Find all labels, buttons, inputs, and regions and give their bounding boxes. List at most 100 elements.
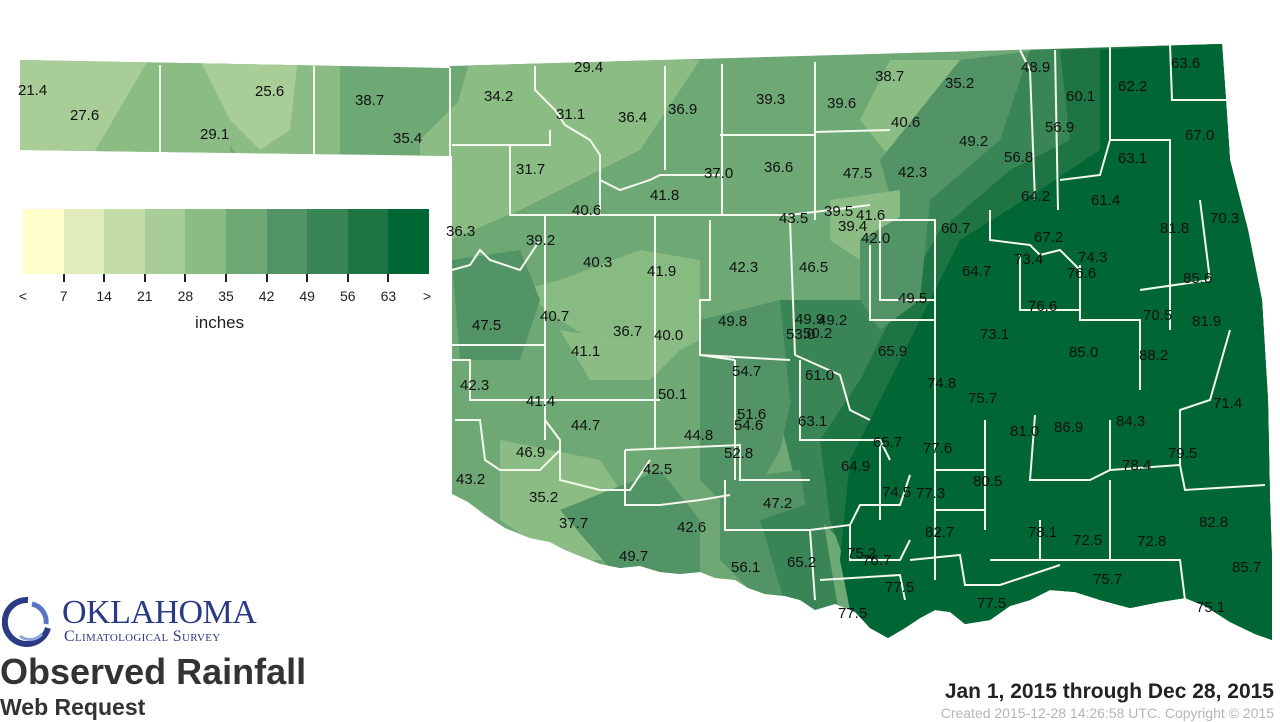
legend-tick	[225, 274, 227, 282]
station-value: 35.4	[393, 130, 422, 147]
station-value: 75.7	[1093, 571, 1122, 588]
logo-title: OKLAHOMA	[62, 594, 257, 631]
station-value: 42.3	[898, 164, 927, 181]
station-value: 36.4	[618, 109, 647, 126]
ocs-swirl-icon	[2, 596, 51, 647]
station-value: 38.7	[875, 68, 904, 85]
station-value: 88.2	[1139, 347, 1168, 364]
station-value: 74.8	[927, 375, 956, 392]
station-value: 71.4	[1213, 395, 1242, 412]
legend-swatch	[388, 209, 429, 274]
station-value: 36.7	[613, 323, 642, 340]
legend-swatch	[307, 209, 348, 274]
oklahoma-rainfall-map: 21.4 27.6 25.6 29.1 38.7 35.4 29.4 34.2 31.1 36.4…	[18, 43, 1272, 640]
legend-tick-label: 49	[299, 288, 315, 304]
station-value: 47.2	[763, 495, 792, 512]
station-value: 40.3	[583, 254, 612, 271]
station-value: 40.6	[572, 202, 601, 219]
station-value: 35.2	[529, 489, 558, 506]
station-value: 67.0	[1185, 127, 1214, 144]
station-value: 41.1	[571, 343, 600, 360]
station-value: 36.9	[668, 101, 697, 118]
station-value: 75.7	[968, 390, 997, 407]
station-value: 75.2	[847, 545, 876, 562]
station-value: 54.6	[734, 417, 763, 434]
station-value: 72.8	[1137, 533, 1166, 550]
county-boundaries	[159, 43, 1266, 601]
station-value: 31.7	[516, 161, 545, 178]
station-value: 44.7	[571, 417, 600, 434]
station-value: 74.5	[882, 484, 911, 501]
station-value: 56.1	[731, 559, 760, 576]
station-value: 70.3	[1210, 210, 1239, 227]
station-value: 65.2	[787, 554, 816, 571]
legend-swatch	[185, 209, 226, 274]
station-value: 77.3	[916, 485, 945, 502]
station-value: 70.5	[1143, 307, 1172, 324]
station-value: 49.5	[898, 290, 927, 307]
station-value: 64.7	[962, 263, 991, 280]
legend-swatch	[266, 209, 308, 274]
ocs-logo: OKLAHOMA Climatological Survey	[2, 596, 282, 648]
legend-tick-label: 21	[137, 288, 153, 304]
legend-swatch	[104, 209, 145, 274]
station-value: 78.1	[1028, 524, 1057, 541]
legend-tick-label: 35	[218, 288, 234, 304]
legend-swatch	[23, 209, 64, 274]
legend-tick-label: 14	[96, 288, 112, 304]
station-value: 65.9	[878, 343, 907, 360]
station-value: 38.7	[355, 92, 384, 109]
legend-ticks: < > 7 14 21 28 35 42 49 56 63	[19, 274, 431, 304]
legend-tick-label: 28	[177, 288, 194, 304]
station-value: 79.5	[1168, 445, 1197, 462]
station-value: 81.0	[1010, 423, 1039, 440]
station-value: 81.9	[1192, 313, 1221, 330]
legend-tick	[346, 274, 349, 282]
created-copyright: Created 2015-12-28 14:26:58 UTC. Copyrig…	[940, 705, 1274, 721]
station-value: 46.5	[799, 259, 828, 276]
station-value: 60.7	[941, 220, 970, 237]
station-value: 75.1	[1196, 599, 1225, 616]
station-value: 42.0	[861, 230, 890, 247]
legend-tick-label: 56	[340, 288, 356, 304]
station-value: 36.3	[446, 223, 475, 240]
station-value: 65.7	[873, 434, 902, 451]
station-value: 37.0	[704, 165, 733, 182]
station-value: 85.6	[1183, 270, 1212, 287]
legend-low-label: <	[18, 288, 28, 304]
station-value: 73.1	[980, 326, 1009, 343]
station-value: 40.6	[891, 114, 920, 131]
rainfall-zones	[20, 44, 1272, 640]
station-value: 84.3	[1116, 413, 1145, 430]
station-value: 53.0	[786, 326, 815, 343]
station-value: 61.0	[805, 367, 834, 384]
station-value: 49.2	[959, 133, 988, 150]
station-value: 42.5	[643, 461, 672, 478]
station-value: 50.2	[803, 325, 832, 342]
legend-tick	[306, 274, 309, 282]
station-value: 74.3	[1078, 249, 1107, 266]
station-value: 46.9	[516, 444, 545, 461]
station-value: 42.3	[460, 377, 489, 394]
station-value: 63.1	[1118, 150, 1147, 167]
station-value: 77.6	[923, 440, 952, 457]
station-value: 49.9	[795, 311, 824, 328]
station-value: 72.5	[1073, 532, 1102, 549]
station-value: 40.0	[654, 327, 683, 344]
station-value: 27.6	[70, 107, 99, 124]
legend-tick	[143, 274, 146, 282]
station-value: 78.4	[1122, 457, 1151, 474]
station-value: 39.6	[827, 95, 856, 112]
map-title: Observed Rainfall	[0, 651, 307, 692]
map-subtitle: Web Request	[0, 694, 146, 720]
station-value: 50.1	[658, 386, 687, 403]
legend-swatch	[144, 209, 186, 274]
station-value: 39.5	[824, 203, 853, 220]
station-value: 64.9	[841, 458, 870, 475]
legend: < > 7 14 21 28 35 42 49 56 63 inches	[19, 209, 431, 332]
legend-unit: inches	[195, 313, 245, 332]
station-value: 29.4	[574, 59, 603, 76]
legend-swatch	[347, 209, 389, 274]
logo-subtitle: Climatological Survey	[64, 628, 221, 645]
legend-tick	[387, 274, 390, 282]
